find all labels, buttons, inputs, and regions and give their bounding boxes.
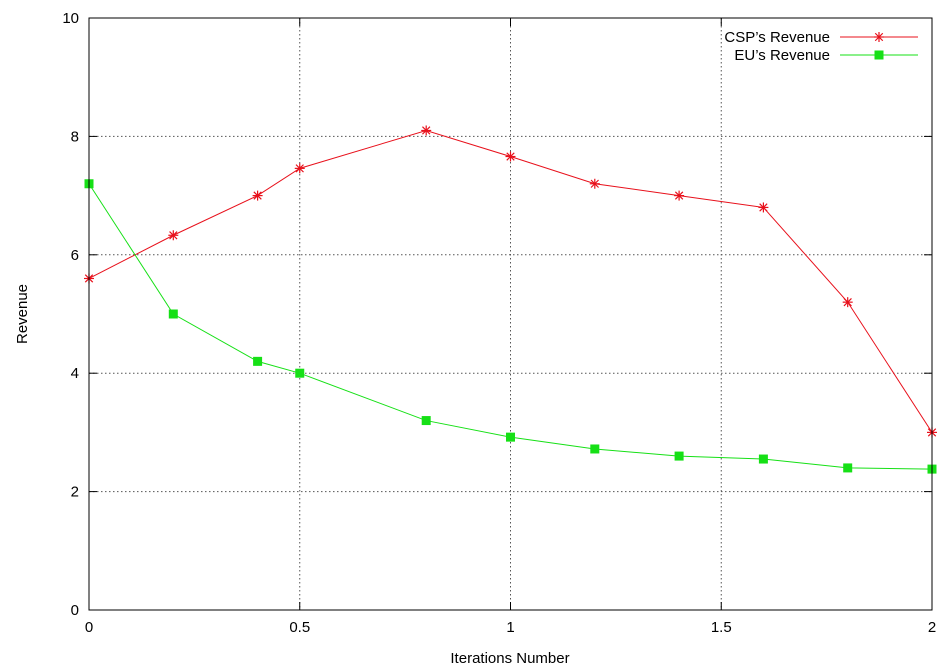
series-layer xyxy=(84,125,937,474)
y-axis-label: Revenue xyxy=(14,284,31,344)
y-tick-label: 8 xyxy=(71,128,79,145)
data-point-eu xyxy=(295,368,305,378)
x-tick-label: 0 xyxy=(85,619,93,636)
legend-label-eu: EU’s Revenue xyxy=(734,47,830,64)
x-tick-label: 1 xyxy=(506,619,514,636)
legend-label-csp: CSP’s Revenue xyxy=(724,29,830,46)
data-point-eu xyxy=(168,309,178,319)
data-point-csp xyxy=(842,297,853,308)
x-tick-label: 0.5 xyxy=(289,619,310,636)
data-point-csp xyxy=(168,230,179,241)
data-point-eu xyxy=(506,432,515,442)
data-point-csp xyxy=(758,202,769,213)
x-tick-label: 2 xyxy=(928,619,936,636)
data-point-csp xyxy=(421,125,432,136)
x-axis-label: Iterations Number xyxy=(450,650,569,667)
y-tick-label: 4 xyxy=(71,365,79,382)
x-tick-label: 1.5 xyxy=(711,619,732,636)
axis-ticks: 0 0.5 1 1.5 2 0 2 4 6 8 10 xyxy=(62,10,936,636)
y-tick-label: 10 xyxy=(62,10,79,27)
grid-lines xyxy=(89,18,932,610)
data-point-csp xyxy=(505,151,516,162)
data-point-eu xyxy=(253,356,263,366)
y-tick-label: 0 xyxy=(71,602,79,619)
data-point-eu xyxy=(674,451,684,461)
data-point-eu xyxy=(843,463,853,473)
data-point-csp xyxy=(294,163,305,174)
data-point-csp xyxy=(589,178,600,189)
legend-marker-csp xyxy=(874,32,884,42)
y-tick-label: 6 xyxy=(71,247,79,264)
data-point-eu xyxy=(421,416,431,426)
data-point-eu xyxy=(590,444,600,454)
data-point-csp xyxy=(252,190,263,201)
y-tick-label: 2 xyxy=(71,484,79,501)
legend-marker-eu xyxy=(874,50,884,60)
data-point-csp xyxy=(674,190,685,201)
data-point-eu xyxy=(758,454,768,464)
